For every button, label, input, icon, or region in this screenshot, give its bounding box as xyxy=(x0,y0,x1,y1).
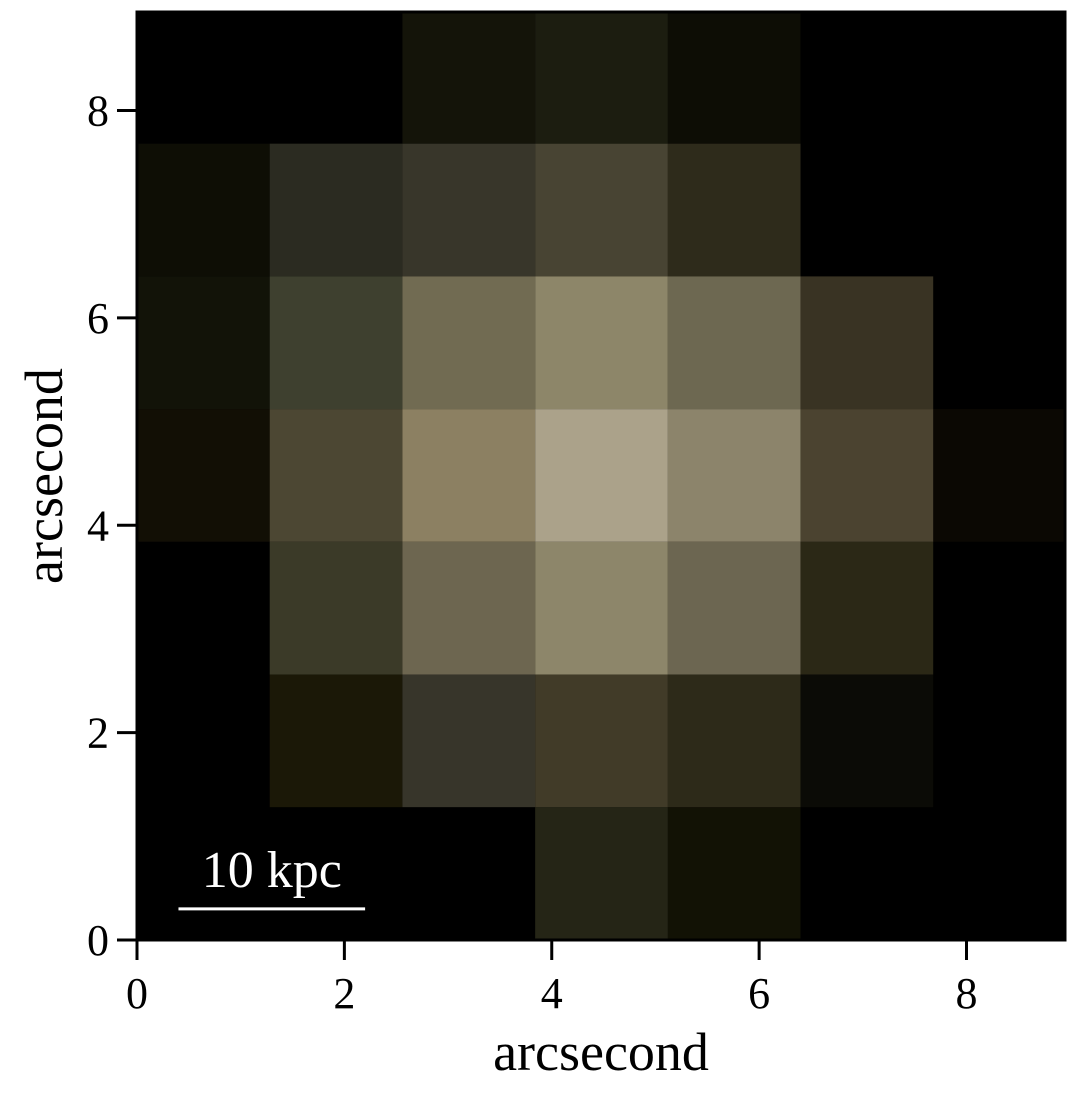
image-pixel xyxy=(535,674,668,808)
image-pixel xyxy=(402,807,536,940)
image-pixel xyxy=(667,807,801,940)
image-pixel xyxy=(933,276,1067,410)
image-pixel xyxy=(800,541,934,675)
image-pixel xyxy=(800,10,934,144)
image-pixel xyxy=(933,10,1067,144)
scale-bar-label: 10 kpc xyxy=(202,842,342,899)
x-tick-label: 0 xyxy=(126,969,148,1018)
x-axis-ticks: 0 2 4 6 8 xyxy=(126,940,977,1018)
image-pixel xyxy=(933,143,1067,277)
y-axis-label: arcsecond xyxy=(14,368,74,584)
y-tick-label: 8 xyxy=(87,87,109,136)
image-pixel xyxy=(933,674,1067,808)
x-axis-label: arcsecond xyxy=(493,1022,709,1082)
image-pixel xyxy=(933,409,1067,542)
image-pixel xyxy=(667,541,801,675)
x-tick-label: 4 xyxy=(541,969,563,1018)
image-pixel xyxy=(137,143,270,277)
image-pixel xyxy=(269,276,403,410)
image-pixel xyxy=(933,807,1067,940)
image-pixel xyxy=(137,807,270,940)
image-pixel xyxy=(269,674,403,808)
image-pixel xyxy=(535,807,668,940)
y-axis-ticks: 0 2 4 6 8 xyxy=(87,87,137,965)
image-pixel xyxy=(800,143,934,277)
image-pixel xyxy=(667,674,801,808)
x-tick-label: 6 xyxy=(748,969,770,1018)
y-tick-label: 6 xyxy=(87,294,109,343)
image-pixel xyxy=(137,10,270,144)
image-pixel xyxy=(535,10,668,144)
image-pixel xyxy=(137,674,270,808)
image-pixel xyxy=(667,10,801,144)
image-pixel xyxy=(402,409,536,542)
image-pixel xyxy=(402,541,536,675)
image-pixel xyxy=(535,276,668,410)
image-pixel xyxy=(667,276,801,410)
image-pixel xyxy=(269,10,403,144)
image-pixel xyxy=(137,409,270,542)
pixel-grid xyxy=(137,10,1067,940)
image-pixel xyxy=(137,276,270,410)
image-pixel xyxy=(933,541,1067,675)
y-tick-label: 0 xyxy=(87,916,109,965)
image-pixel xyxy=(800,409,934,542)
axes-frame xyxy=(135,10,1067,942)
x-tick-label: 2 xyxy=(333,969,355,1018)
image-pixel xyxy=(269,143,403,277)
image-pixel xyxy=(800,807,934,940)
image-pixel xyxy=(402,276,536,410)
x-tick-label: 8 xyxy=(955,969,977,1018)
image-pixel xyxy=(402,143,536,277)
image-pixel xyxy=(667,409,801,542)
image-pixel xyxy=(535,143,668,277)
image-pixel xyxy=(402,674,536,808)
image-pixel xyxy=(402,10,536,144)
image-pixel xyxy=(269,409,403,542)
image-pixel xyxy=(535,409,668,542)
image-pixel xyxy=(269,807,403,940)
y-tick-label: 2 xyxy=(87,709,109,758)
image-pixel xyxy=(667,143,801,277)
image-pixel xyxy=(137,541,270,675)
y-tick-label: 4 xyxy=(87,501,109,550)
image-pixel xyxy=(269,541,403,675)
image-pixel xyxy=(800,674,934,808)
image-pixel xyxy=(535,541,668,675)
image-pixel xyxy=(800,276,934,410)
